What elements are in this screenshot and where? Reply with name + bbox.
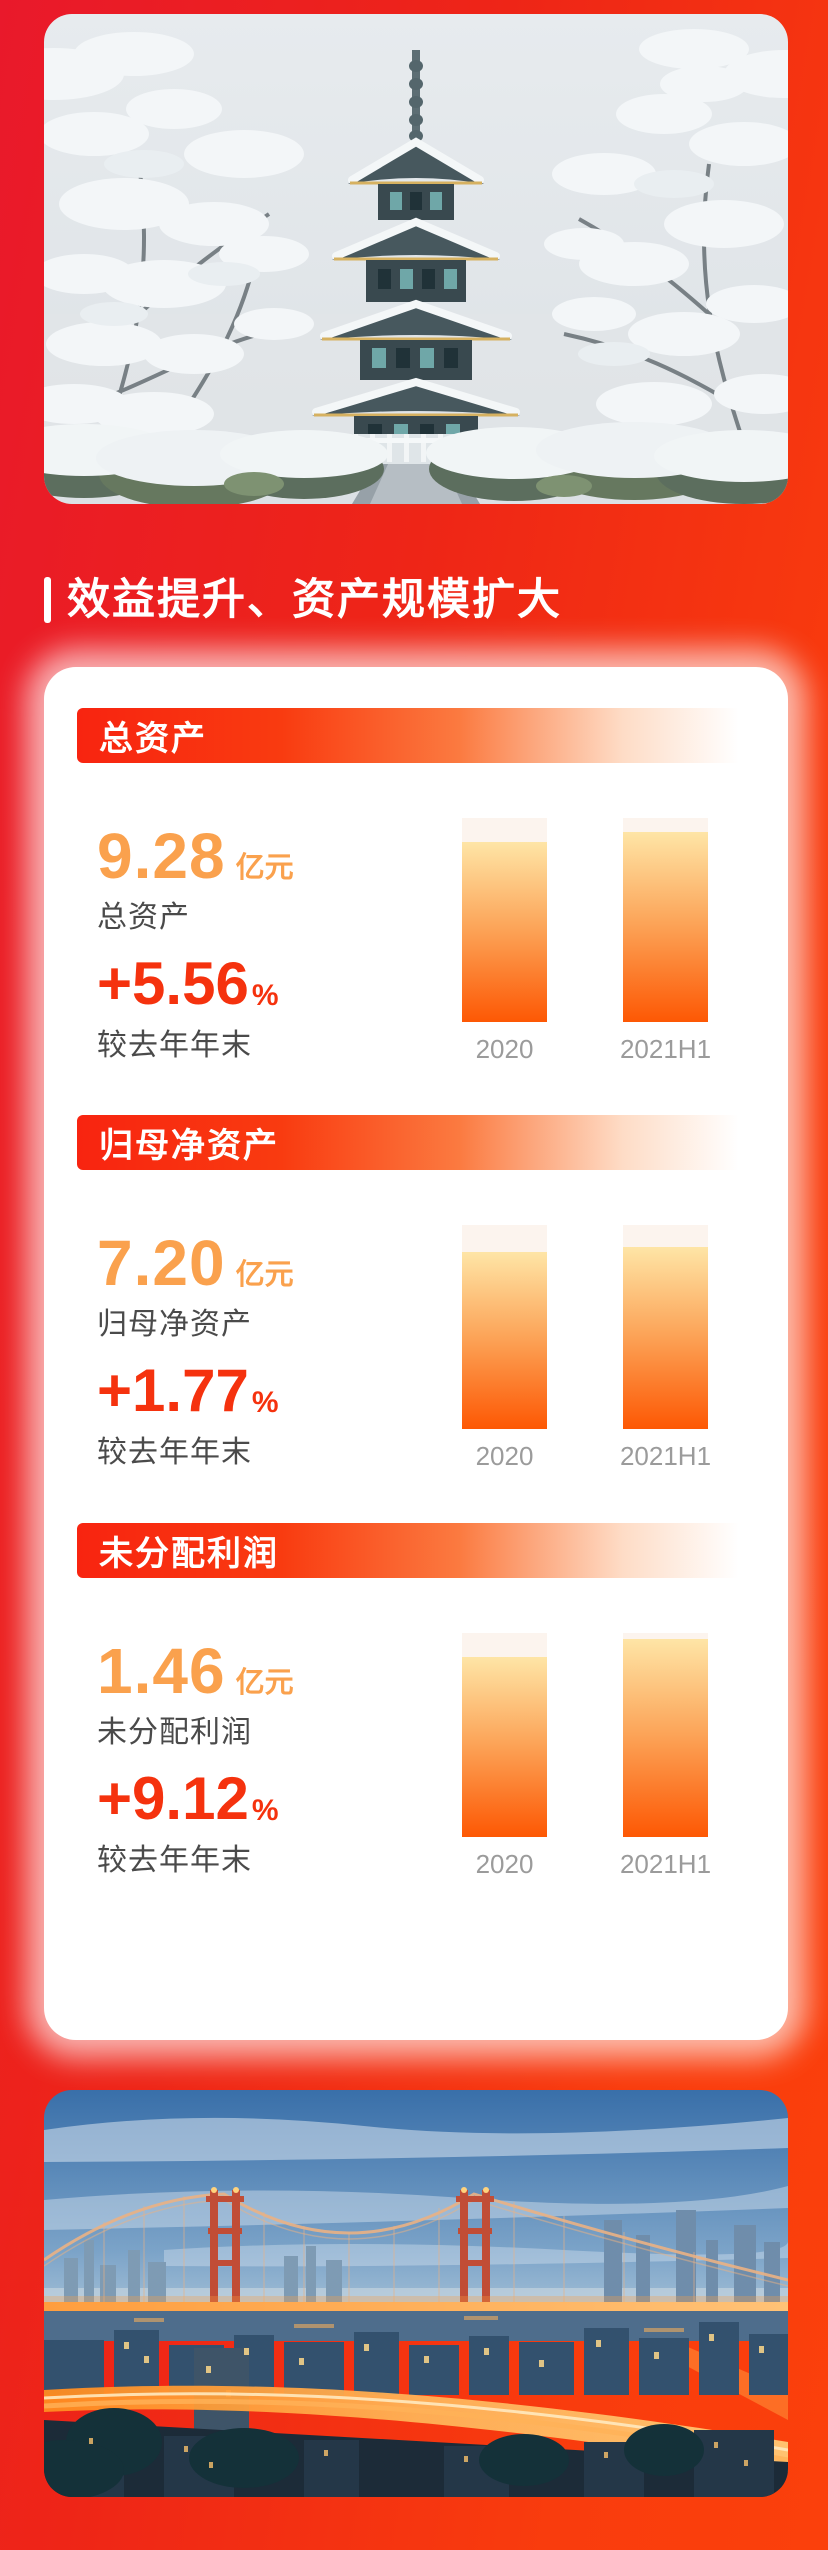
bar-track [462, 818, 547, 1022]
bar-track [623, 818, 708, 1022]
metric-label: 未分配利润 [97, 1716, 252, 1749]
page-title: 效益提升、资产规模扩大 [67, 575, 562, 624]
pagoda [312, 50, 520, 454]
metric-change-unit: % [251, 1794, 279, 1827]
bar-column: 2020 [462, 818, 547, 1062]
snowy-pagoda-illustration [44, 14, 788, 504]
bar-2020 [462, 1657, 547, 1837]
section-title-row: 效益提升、资产规模扩大 [44, 577, 562, 623]
metrics-card: 总资产 9.28 亿元 总资产 +5.56 % 较去年年末 2020 [44, 667, 788, 2040]
bar-label: 2020 [475, 1034, 534, 1064]
metric-change-label: 较去年年末 [97, 1029, 252, 1062]
bar-2021h1 [623, 1639, 708, 1837]
bar-2021h1 [623, 1247, 708, 1429]
bar-column: 2020 [462, 1225, 547, 1469]
bar-column: 2021H1 [619, 1633, 712, 1879]
metric-value-unit: 亿元 [235, 852, 294, 884]
metric-section-header: 归母净资产 [77, 1115, 759, 1170]
metric-change: +1.77 % [97, 1361, 279, 1421]
metric-change-number: +1.77 [97, 1357, 249, 1424]
metric-change-number: +5.56 [97, 950, 249, 1017]
metric-label: 总资产 [97, 901, 190, 934]
bar-track [462, 1225, 547, 1429]
mini-bar-chart: 2020 2021H1 [462, 818, 712, 1064]
bar-label: 2021H1 [619, 1849, 712, 1879]
bar-track [462, 1633, 547, 1837]
metric-change-label: 较去年年末 [97, 1844, 252, 1877]
metric-value-number: 1.46 [97, 1635, 226, 1707]
mini-bar-chart: 2020 2021H1 [462, 1633, 712, 1879]
metric-change-number: +9.12 [97, 1765, 249, 1832]
metric-value-number: 9.28 [97, 820, 226, 892]
bar-track [623, 1225, 708, 1429]
metric-section-net-assets: 归母净资产 7.20 亿元 归母净资产 +1.77 % 较去年年末 2020 [44, 1115, 788, 1522]
bar-2020 [462, 842, 547, 1022]
metric-section-undistributed-profit: 未分配利润 1.46 亿元 未分配利润 +9.12 % 较去年年末 2020 [44, 1523, 788, 1930]
metric-value-unit: 亿元 [235, 1259, 294, 1291]
metric-value: 1.46 亿元 [97, 1639, 294, 1703]
bar-track [623, 1633, 708, 1837]
bar-label: 2021H1 [619, 1034, 712, 1064]
bar-2020 [462, 1251, 547, 1429]
night-bridge-illustration [44, 2090, 788, 2497]
bottom-photo-night-bridge [44, 2090, 788, 2497]
mini-bar-chart: 2020 2021H1 [462, 1225, 712, 1471]
title-accent-bar [44, 577, 51, 623]
metric-change-label: 较去年年末 [97, 1436, 252, 1469]
metric-value-number: 7.20 [97, 1227, 226, 1299]
bar-2021h1 [623, 832, 708, 1022]
metric-value-unit: 亿元 [235, 1667, 294, 1699]
metric-change-unit: % [251, 979, 279, 1012]
bar-column: 2020 [462, 1633, 547, 1877]
metric-section-header: 未分配利润 [77, 1523, 759, 1578]
bar-column: 2021H1 [619, 1225, 712, 1471]
metric-value: 7.20 亿元 [97, 1231, 294, 1295]
bar-label: 2021H1 [619, 1441, 712, 1471]
bar-label: 2020 [475, 1441, 534, 1471]
metric-change: +9.12 % [97, 1769, 279, 1829]
bar-label: 2020 [475, 1849, 534, 1879]
metric-value: 9.28 亿元 [97, 824, 294, 888]
metric-label: 归母净资产 [97, 1308, 252, 1341]
metric-section-total-assets: 总资产 9.28 亿元 总资产 +5.56 % 较去年年末 2020 [44, 708, 788, 1115]
bar-column: 2021H1 [619, 818, 712, 1064]
metric-change: +5.56 % [97, 954, 279, 1014]
metric-section-header: 总资产 [77, 708, 759, 763]
metric-change-unit: % [251, 1386, 279, 1419]
top-photo-snowy-pagoda [44, 14, 788, 504]
